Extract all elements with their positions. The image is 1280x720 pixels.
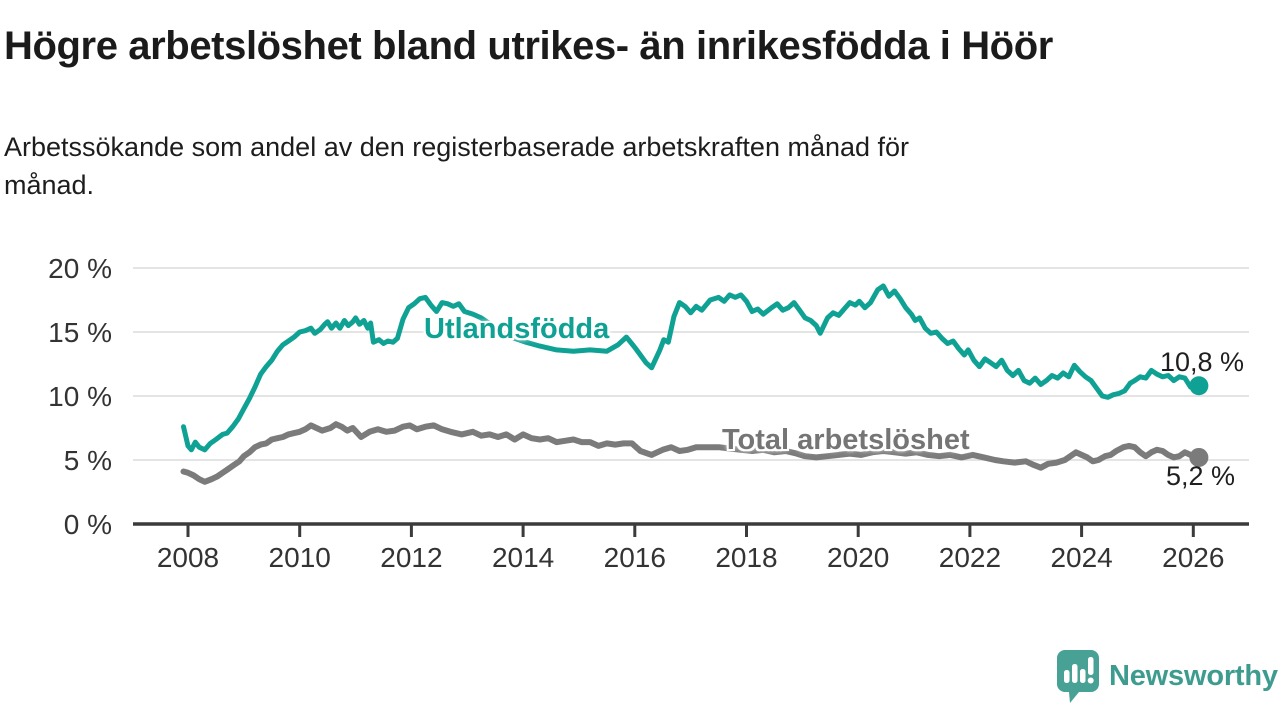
logo-bar-2 xyxy=(1072,664,1078,683)
logo-exclamation-bar xyxy=(1088,657,1094,675)
x-tick-label: 2020 xyxy=(827,542,889,573)
y-tick-label: 10 % xyxy=(48,381,112,412)
newsworthy-wordmark: Newsworthy xyxy=(1109,659,1278,692)
x-tick-label: 2026 xyxy=(1162,542,1224,573)
y-tick-label: 15 % xyxy=(48,317,112,348)
x-tick-label: 2016 xyxy=(604,542,666,573)
x-tick-label: 2010 xyxy=(269,542,331,573)
series-line-total-arbetsl-shet xyxy=(180,421,1202,485)
end-value-label-utlandsfodda: 10,8 % xyxy=(1160,347,1245,377)
x-tick-label: 2018 xyxy=(715,542,777,573)
y-tick-label: 20 % xyxy=(48,253,112,284)
series-line-utlandsf-dda xyxy=(181,283,1202,453)
x-tick-label: 2012 xyxy=(380,542,442,573)
series-label-utlandsfodda: Utlandsfödda xyxy=(424,313,610,345)
page-title: Högre arbetslöshet bland utrikes- än inr… xyxy=(4,24,1053,68)
logo-bar-3 xyxy=(1080,669,1086,683)
newsworthy-brand: Newsworthy xyxy=(1056,649,1278,703)
logo-bar-1 xyxy=(1064,670,1070,683)
x-tick-label: 2008 xyxy=(157,542,219,573)
series-label-total-arbetsloshet: Total arbetslöshet xyxy=(722,424,970,456)
page-subtitle: Arbetssökande som andel av den registerb… xyxy=(4,132,910,201)
y-tick-label: 5 % xyxy=(64,445,112,476)
end-dot-total-arbetsl-shet xyxy=(1189,447,1209,467)
logo-exclamation-dot xyxy=(1087,677,1094,684)
x-tick-label: 2024 xyxy=(1050,542,1112,573)
newsworthy-logo-icon xyxy=(1057,650,1099,703)
y-tick-label: 0 % xyxy=(64,509,112,540)
end-value-label-total: 5,2 % xyxy=(1166,461,1236,491)
x-tick-label: 2022 xyxy=(939,542,1001,573)
x-tick-label: 2014 xyxy=(492,542,554,573)
end-dot-utlandsf-dda xyxy=(1189,376,1209,396)
